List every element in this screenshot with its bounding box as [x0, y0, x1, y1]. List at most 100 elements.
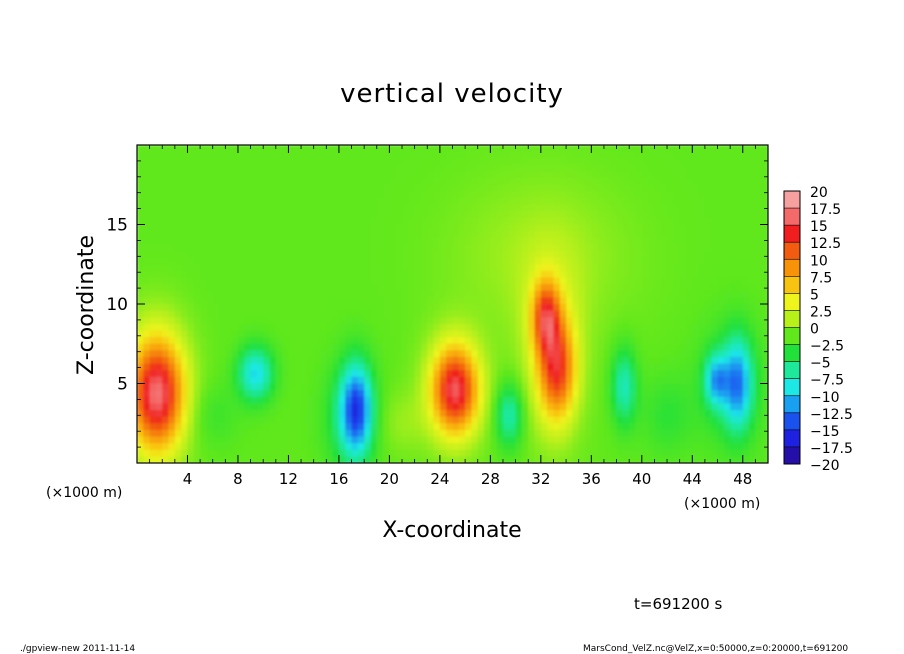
- heatmap-cell: [572, 449, 580, 457]
- heatmap-cell: [490, 191, 498, 199]
- heatmap-cell: [673, 423, 681, 431]
- heatmap-cell: [181, 323, 189, 332]
- heatmap-cell: [698, 217, 706, 226]
- heatmap-cell: [307, 350, 315, 358]
- heatmap-cell: [351, 244, 359, 252]
- heatmap-cell: [616, 290, 624, 298]
- heatmap-cell: [256, 257, 264, 265]
- heatmap-cell: [313, 410, 321, 418]
- heatmap-cell: [736, 224, 744, 232]
- heatmap-cell: [301, 184, 308, 192]
- heatmap-cell: [635, 191, 643, 199]
- heatmap-cell: [187, 416, 195, 424]
- heatmap-cell: [654, 164, 662, 173]
- heatmap-cell: [547, 145, 555, 153]
- heatmap-cell: [269, 184, 277, 192]
- heatmap-cell: [231, 350, 239, 358]
- heatmap-cell: [692, 350, 700, 358]
- heatmap-cell: [477, 231, 485, 239]
- heatmap-cell: [408, 198, 416, 206]
- heatmap-cell: [307, 264, 315, 272]
- heatmap-cell: [458, 217, 466, 226]
- heatmap-cell: [528, 178, 536, 186]
- heatmap-cell: [540, 251, 548, 259]
- heatmap-cell: [502, 416, 510, 424]
- heatmap-cell: [622, 217, 630, 226]
- heatmap-cell: [566, 297, 573, 305]
- heatmap-cell: [648, 403, 656, 411]
- heatmap-cell: [275, 410, 283, 418]
- heatmap-cell: [509, 264, 517, 272]
- heatmap-cell: [616, 376, 624, 385]
- heatmap-cell: [578, 251, 586, 259]
- heatmap-cell: [313, 429, 321, 438]
- heatmap-cell: [250, 297, 258, 305]
- heatmap-cell: [288, 383, 296, 391]
- heatmap-cell: [465, 357, 473, 365]
- colorbar-label: 5: [810, 287, 819, 303]
- heatmap-cell: [711, 178, 719, 186]
- heatmap-cell: [679, 343, 687, 351]
- heatmap-cell: [723, 343, 731, 351]
- heatmap-cell: [263, 390, 271, 398]
- heatmap-cell: [439, 237, 447, 245]
- heatmap-cell: [269, 330, 277, 338]
- heatmap-cell: [351, 363, 359, 371]
- heatmap-cell: [294, 151, 302, 159]
- heatmap-cell: [408, 436, 416, 444]
- heatmap-cell: [395, 390, 403, 398]
- heatmap-cell: [357, 436, 365, 444]
- heatmap-cell: [313, 204, 321, 212]
- heatmap-cell: [143, 184, 151, 192]
- heatmap-cell: [338, 244, 346, 252]
- heatmap-cell: [540, 423, 548, 431]
- heatmap-cell: [433, 277, 441, 285]
- heatmap-cell: [717, 290, 725, 298]
- heatmap-cell: [395, 264, 403, 272]
- heatmap-cell: [616, 416, 624, 424]
- heatmap-cell: [338, 211, 346, 219]
- heatmap-cell: [660, 456, 668, 463]
- heatmap-cell: [452, 396, 460, 404]
- heatmap-cell: [225, 423, 233, 431]
- heatmap-cell: [559, 343, 567, 351]
- heatmap-cell: [515, 158, 523, 166]
- heatmap-cell: [685, 456, 693, 463]
- heatmap-cell: [155, 257, 163, 265]
- heatmap-cell: [250, 317, 258, 325]
- heatmap-cell: [193, 145, 201, 153]
- heatmap-cell: [143, 224, 151, 232]
- heatmap-cell: [395, 237, 403, 245]
- heatmap-cell: [452, 317, 460, 325]
- heatmap-cell: [749, 350, 756, 358]
- heatmap-cell: [471, 390, 479, 398]
- heatmap-cell: [250, 290, 258, 298]
- heatmap-cell: [490, 403, 498, 411]
- heatmap-cell: [364, 211, 372, 219]
- heatmap-cell: [263, 350, 271, 358]
- heatmap-cell: [143, 284, 151, 292]
- heatmap-cell: [585, 350, 592, 358]
- heatmap-cell: [730, 224, 738, 232]
- heatmap-cell: [427, 211, 435, 219]
- heatmap-cell: [749, 237, 756, 245]
- heatmap-cell: [212, 191, 220, 199]
- heatmap-cell: [629, 231, 637, 239]
- heatmap-cell: [730, 376, 738, 385]
- heatmap-cell: [414, 403, 422, 411]
- heatmap-cell: [585, 145, 592, 153]
- heatmap-cell: [313, 390, 321, 398]
- heatmap-cell: [755, 337, 763, 345]
- heatmap-cell: [572, 396, 580, 404]
- heatmap-cell: [711, 211, 719, 219]
- heatmap-cell: [294, 383, 302, 391]
- heatmap-cell: [162, 204, 170, 212]
- colorbar-swatch: [784, 446, 800, 465]
- heatmap-cell: [566, 330, 573, 338]
- heatmap-cell: [452, 191, 460, 199]
- heatmap-cell: [269, 343, 277, 351]
- heatmap-cell: [149, 171, 157, 179]
- heatmap-cell: [547, 357, 555, 365]
- heatmap-cell: [420, 211, 428, 219]
